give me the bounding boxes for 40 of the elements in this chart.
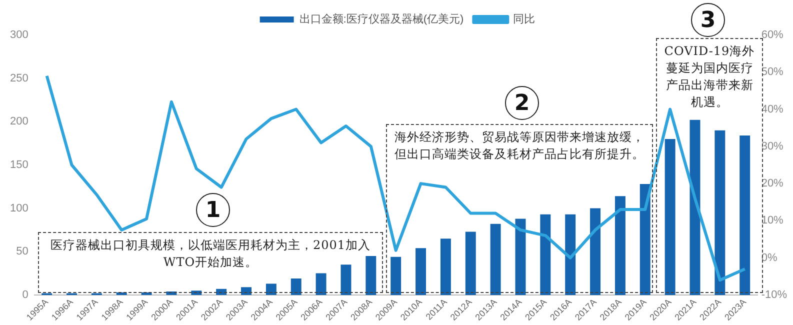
bar [465,232,476,295]
bar [590,208,601,295]
annotation: 1 [196,193,230,227]
bar [416,248,426,295]
y-tick-label: 50 [16,246,28,258]
bar [440,238,451,295]
bar [266,284,276,295]
y-tick-label: 150 [10,159,28,172]
bar [290,278,302,295]
bar [740,136,750,295]
bar [614,196,626,295]
bar [664,138,676,295]
annotation: 2 [505,86,539,120]
y2-tick-label: 40% [761,103,784,116]
bar [390,256,402,295]
bar [366,256,376,295]
annotation: COVID-19海外蔓延为国内医疗产品出海带来新机遇。 [663,43,756,111]
y2-tick-label: 60% [761,29,784,42]
y-tick-label: 250 [10,72,28,84]
y-tick-label: 0 [22,288,28,301]
legend-label: 同比 [513,12,536,26]
bar [241,287,252,295]
y-tick-label: 200 [10,116,28,128]
annotation: 医疗器械出口初具规模，以低端医用耗材为主，2001加入WTO开始加速。 [49,237,372,271]
y2-tick-label: -10% [761,288,788,301]
annotation: 海外经济形势、贸易战等原因带来增速放缓，但出口高端类设备及耗材产品占比有所提升。 [394,129,646,163]
legend-label: 出口金额:医疗仪器及器械(亿美元) [299,12,464,26]
bar [490,224,501,295]
bar [640,184,650,295]
y-tick-label: 300 [10,29,28,42]
bar [515,218,526,295]
bar [565,214,576,295]
bar [540,214,551,295]
bar [316,273,326,295]
text: 3 [691,3,725,37]
bar [340,264,352,295]
y-tick-label: 100 [10,202,28,214]
y2-tick-label: 30% [761,140,784,152]
y2-tick-label: 10% [761,214,784,227]
bar [714,130,726,295]
